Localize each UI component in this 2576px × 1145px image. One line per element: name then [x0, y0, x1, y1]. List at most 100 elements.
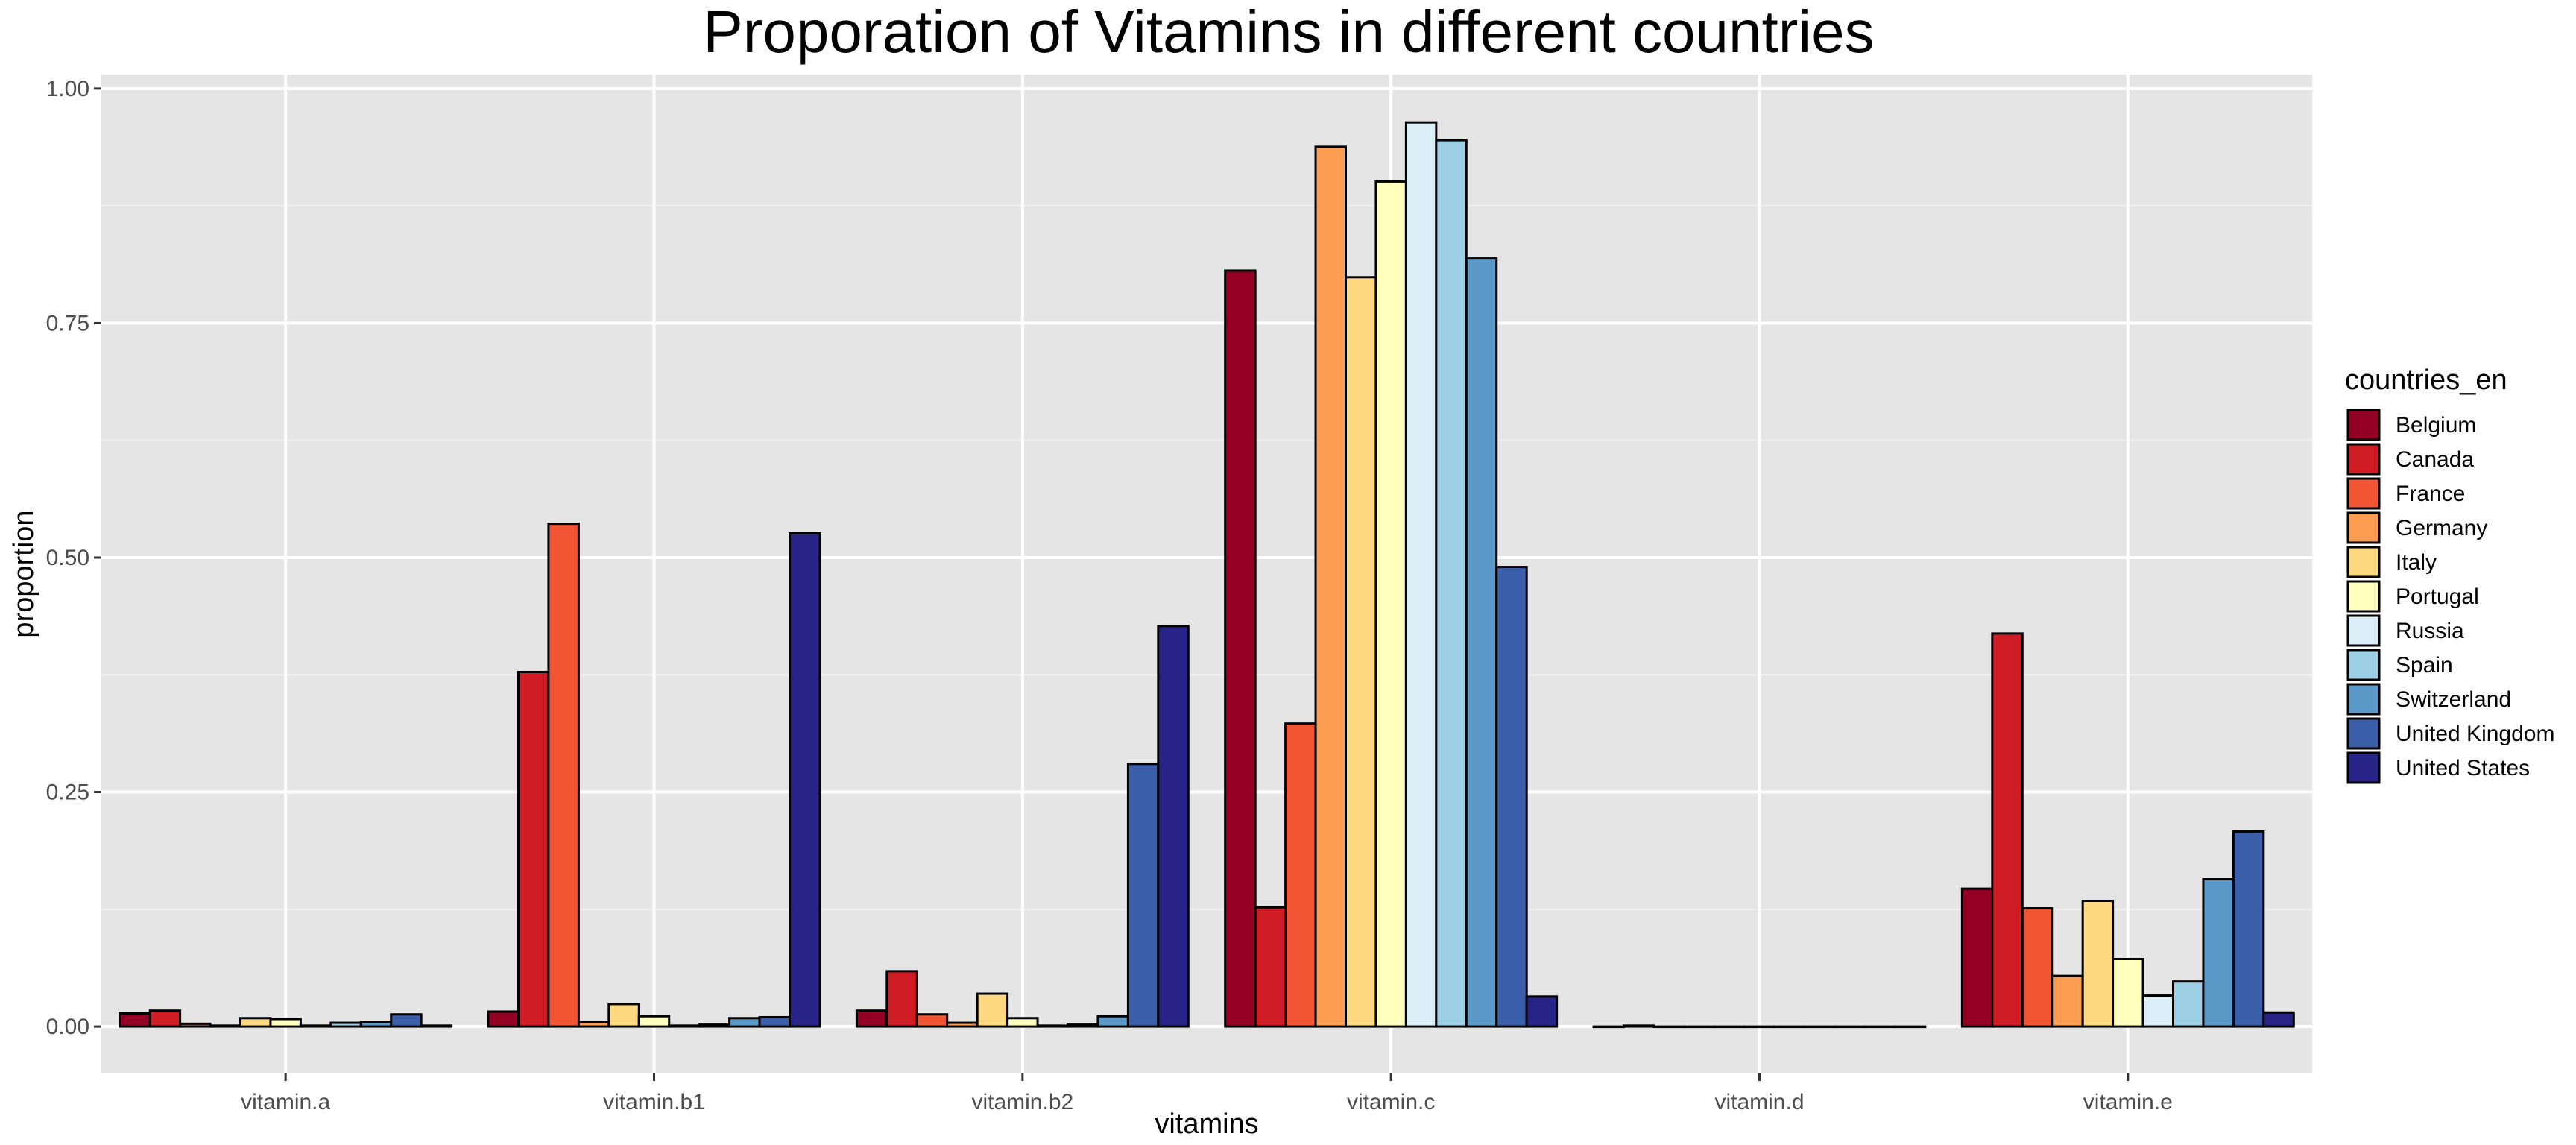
bar [1834, 1025, 1866, 1029]
bar [577, 1021, 610, 1028]
bar [269, 1018, 302, 1028]
y-tick-label: 1.00 [46, 77, 89, 101]
bar [2112, 957, 2144, 1028]
chart-title: Proporation of Vitamins in different cou… [703, 0, 1874, 65]
y-tick-label: 0.25 [46, 780, 89, 805]
bar [1435, 139, 1468, 1028]
legend-label: United States [2396, 756, 2530, 780]
bar [1592, 1025, 1625, 1029]
bar [886, 970, 918, 1028]
bar [946, 1021, 979, 1028]
bar [1096, 1015, 1129, 1028]
legend-key [2346, 751, 2381, 784]
legend-label: Italy [2396, 550, 2437, 575]
legend-label: Canada [2396, 447, 2474, 472]
bar [855, 1009, 888, 1028]
legend-label: Switzerland [2396, 687, 2511, 712]
bar [1525, 995, 1559, 1028]
legend-key [2346, 614, 2381, 647]
y-tick-label: 0.50 [46, 546, 89, 570]
bar [2051, 974, 2084, 1028]
legend-key [2346, 717, 2381, 750]
x-tick-label: vitamin.b2 [971, 1090, 1073, 1114]
bar [1894, 1025, 1927, 1029]
bar [976, 992, 1009, 1028]
bar [1284, 722, 1317, 1028]
y-tick-label: 0.75 [46, 311, 89, 335]
legend-label: France [2396, 482, 2465, 506]
legend-key [2346, 443, 2381, 476]
bar [1652, 1025, 1685, 1029]
bar [1006, 1017, 1039, 1028]
bar [1682, 1025, 1716, 1029]
legend-label: United Kingdom [2396, 722, 2554, 746]
bar [179, 1022, 212, 1028]
bar [1126, 763, 1160, 1028]
bar [2172, 980, 2205, 1028]
bar [789, 532, 821, 1028]
x-tick-label: vitamin.c [1347, 1090, 1435, 1114]
legend-key [2346, 683, 2381, 716]
bar [1314, 145, 1347, 1028]
bar [2262, 1011, 2295, 1028]
legend-key [2346, 409, 2381, 441]
bar [1404, 121, 1438, 1028]
bar [1224, 269, 1257, 1028]
bar [1743, 1025, 1776, 1029]
bar [1374, 180, 1407, 1028]
bar [1465, 257, 1498, 1028]
bar [239, 1017, 272, 1028]
bar [148, 1009, 182, 1028]
bar [607, 1003, 640, 1028]
bar [2081, 899, 2115, 1028]
x-tick-label: vitamin.d [1714, 1090, 1804, 1114]
x-axis: vitamin.a vitamin.b1 vitamin.b2 vitamin.c vi… [241, 1073, 2173, 1114]
bar [1713, 1025, 1746, 1029]
x-tick-label: vitamin.b1 [603, 1090, 705, 1114]
bar [758, 1016, 792, 1028]
y-tick-label: 0.00 [46, 1015, 89, 1039]
bar [1344, 276, 1377, 1028]
x-axis-title: vitamins [1155, 1108, 1258, 1140]
bar [1991, 632, 2024, 1028]
legend: countries_en Belgium Canada France Germany I… [2345, 365, 2554, 784]
legend-label: Germany [2396, 516, 2487, 540]
bar [547, 523, 580, 1028]
legend-title: countries_en [2345, 365, 2507, 396]
plot-panel [101, 75, 2312, 1073]
bar [1157, 625, 1190, 1028]
bar [637, 1015, 671, 1028]
bar [390, 1013, 423, 1028]
legend-label: Russia [2396, 619, 2464, 643]
bar [1254, 906, 1287, 1028]
bar [2232, 830, 2265, 1028]
x-tick-label: vitamin.e [2083, 1090, 2173, 1114]
legend-label: Belgium [2396, 413, 2476, 438]
legend-key [2346, 649, 2381, 681]
legend-key [2346, 580, 2381, 613]
bar [698, 1023, 731, 1028]
x-tick-label: vitamin.a [241, 1090, 330, 1114]
bar [728, 1017, 761, 1028]
bar [1067, 1023, 1099, 1028]
bar [915, 1013, 949, 1028]
legend-label: Portugal [2396, 584, 2479, 609]
bar [1960, 887, 1994, 1028]
bar [517, 670, 550, 1028]
legend-key [2346, 477, 2381, 510]
bars [119, 121, 2295, 1029]
bar [2021, 907, 2054, 1028]
bar [2141, 994, 2175, 1028]
bar [487, 1010, 520, 1028]
bar [119, 1012, 151, 1028]
bar [1803, 1025, 1837, 1029]
bar [329, 1021, 362, 1028]
legend-key [2346, 511, 2381, 544]
bar [2202, 878, 2235, 1028]
grid-lines [101, 75, 2312, 1073]
legend-label: Spain [2396, 653, 2453, 678]
y-axis-title: proportion [8, 510, 40, 637]
bar [359, 1021, 393, 1028]
bar [1863, 1025, 1897, 1029]
